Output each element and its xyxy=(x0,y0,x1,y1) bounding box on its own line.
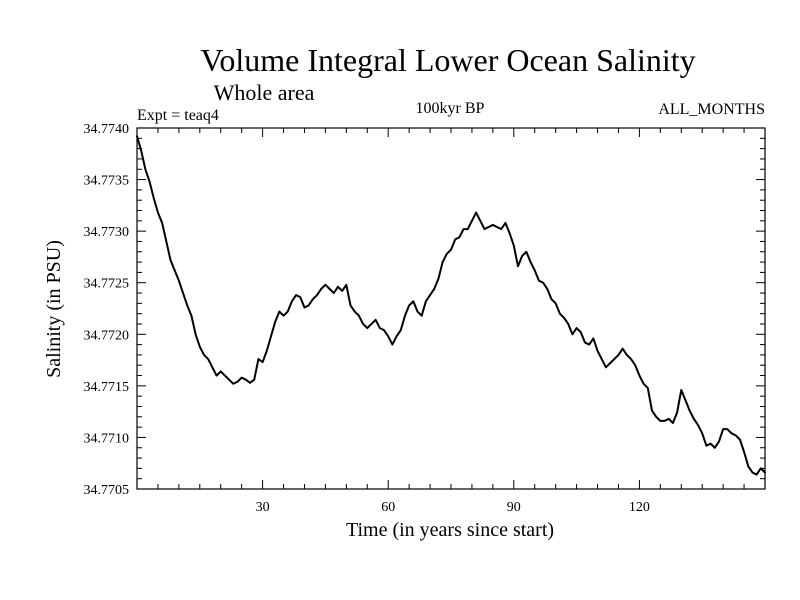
x-tick-label: 30 xyxy=(256,500,270,515)
y-tick-label: 34.7720 xyxy=(84,328,130,343)
header-center-label: 100kyr BP xyxy=(416,100,485,117)
header-right-label: ALL_MONTHS xyxy=(658,101,765,118)
chart-subtitle: Whole area xyxy=(214,80,315,105)
series-group xyxy=(136,135,766,476)
y-tick-label: 34.7705 xyxy=(84,483,130,498)
x-tick-label: 60 xyxy=(381,500,395,515)
x-axis-label: Time (in years since start) xyxy=(346,519,554,541)
y-tick-label: 34.7740 xyxy=(84,122,130,137)
x-tick-label: 90 xyxy=(507,500,521,515)
y-axis-label: Salinity (in PSU) xyxy=(43,240,65,378)
y-tick-label: 34.7715 xyxy=(84,380,130,395)
y-tick-label: 34.7710 xyxy=(84,431,130,446)
chart-title: Volume Integral Lower Ocean Salinity xyxy=(200,42,695,78)
y-tick-label: 34.7725 xyxy=(84,277,130,292)
x-axis: 30 60 90 120 xyxy=(157,128,745,515)
x-tick-label: 120 xyxy=(629,500,650,515)
y-tick-label: 34.7735 xyxy=(84,174,130,189)
y-tick-label: 34.7730 xyxy=(84,225,130,240)
plot-frame xyxy=(136,127,766,490)
series-line-salinity xyxy=(136,135,766,476)
y-axis: 34.7705 34.7710 34.7715 34.7720 34.7725 34.77… xyxy=(84,122,765,498)
header-left-label: Expt = teaq4 xyxy=(137,107,219,124)
